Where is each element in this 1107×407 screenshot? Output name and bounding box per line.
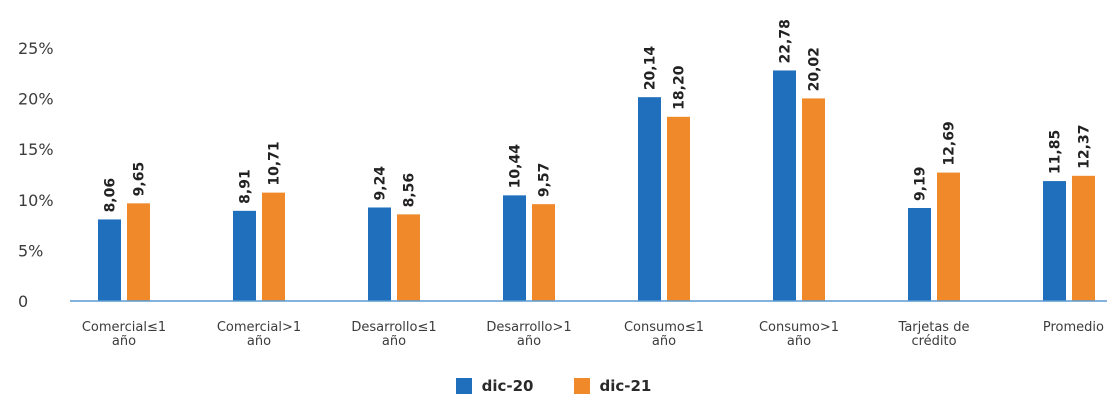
category-label-line: Comercial≤1 xyxy=(82,320,166,335)
data-label-dic-20: 8,06 xyxy=(103,178,119,213)
category-label-line: Consumo>1 xyxy=(759,320,839,335)
bar-dic-20 xyxy=(503,195,526,301)
data-label-dic-21: 9,57 xyxy=(537,163,553,198)
bar-dic-21 xyxy=(127,203,150,301)
bar-dic-20 xyxy=(233,210,256,301)
y-axis: 0 5% 10% 15% 20% 25% xyxy=(18,39,54,311)
category-label-line: Desarrollo≤1 xyxy=(351,320,436,335)
legend-item-dic-20: dic-20 xyxy=(455,377,534,395)
category-label-line: Tarjetas de xyxy=(898,320,970,335)
bar-dic-21 xyxy=(667,116,690,301)
bar-dic-21 xyxy=(1072,175,1095,301)
data-label-dic-21: 9,65 xyxy=(132,162,148,197)
category-label: Promedio xyxy=(1043,320,1104,335)
category-label: Comercial>1 año xyxy=(217,320,301,349)
bar-dic-21 xyxy=(802,98,825,301)
bar-dic-21 xyxy=(262,192,285,301)
category-label-line: año xyxy=(517,334,541,349)
legend-swatch-dic-21 xyxy=(573,378,590,394)
category-label-line: año xyxy=(787,334,811,349)
category-label: Comercial≤1 año xyxy=(82,320,166,349)
category-label-line: Consumo≤1 xyxy=(624,320,704,335)
y-tick-label: 5% xyxy=(18,241,43,260)
category-label-line: Comercial>1 xyxy=(217,320,301,335)
data-label-dic-20: 9,24 xyxy=(373,166,389,201)
data-label-dic-20: 22,78 xyxy=(778,19,794,63)
category-label-line: año xyxy=(382,334,406,349)
legend-item-dic-21: dic-21 xyxy=(573,377,652,395)
y-tick-label: 10% xyxy=(18,191,54,210)
data-label-dic-21: 10,71 xyxy=(267,141,283,185)
data-label-dic-21: 12,69 xyxy=(942,121,958,165)
bar-dic-20 xyxy=(1043,181,1066,301)
legend: dic-20 dic-21 xyxy=(0,377,1107,395)
y-tick-label: 15% xyxy=(18,140,54,159)
bar-dic-21 xyxy=(397,214,420,301)
legend-label-dic-20: dic-20 xyxy=(481,377,534,395)
category-label-line: crédito xyxy=(911,334,956,349)
bar-dic-20 xyxy=(773,70,796,301)
category-label: Consumo>1 año xyxy=(759,320,839,349)
data-label-dic-21: 18,20 xyxy=(672,65,688,110)
data-label-dic-20: 20,14 xyxy=(643,46,659,91)
bar-dic-21 xyxy=(937,172,960,301)
legend-swatch-dic-20 xyxy=(455,378,472,394)
data-label-dic-20: 8,91 xyxy=(238,169,254,204)
category-label-line: Desarrollo>1 xyxy=(486,320,571,335)
bar-dic-20 xyxy=(638,97,661,301)
category-label: Desarrollo≤1 año xyxy=(351,320,436,349)
bars: 8,06 8,91 9,24 10,44 20,14 22,78 9,19 11,85 9,65… xyxy=(98,19,1095,301)
bar-dic-20 xyxy=(908,207,931,301)
y-tick-label: 25% xyxy=(18,39,54,58)
category-label-line: año xyxy=(247,334,271,349)
bar-dic-20 xyxy=(98,219,121,301)
bar-dic-21 xyxy=(532,204,555,301)
y-tick-label: 0 xyxy=(18,292,28,311)
category-label: Desarrollo>1 año xyxy=(486,320,571,349)
legend-label-dic-21: dic-21 xyxy=(599,377,652,395)
data-label-dic-20: 10,44 xyxy=(508,144,524,189)
category-label: Tarjetas de crédito xyxy=(898,320,970,349)
data-label-dic-21: 8,56 xyxy=(402,173,418,208)
category-label-line: año xyxy=(112,334,136,349)
y-tick-label: 20% xyxy=(18,90,54,109)
category-label-line: Promedio xyxy=(1043,320,1104,335)
data-label-dic-21: 20,02 xyxy=(807,47,823,91)
category-label-line: año xyxy=(652,334,676,349)
data-label-dic-20: 9,19 xyxy=(913,166,929,201)
data-label-dic-20: 11,85 xyxy=(1048,130,1064,174)
bar-dic-20 xyxy=(368,207,391,301)
category-label: Consumo≤1 año xyxy=(624,320,704,349)
data-label-dic-21: 12,37 xyxy=(1077,125,1093,169)
